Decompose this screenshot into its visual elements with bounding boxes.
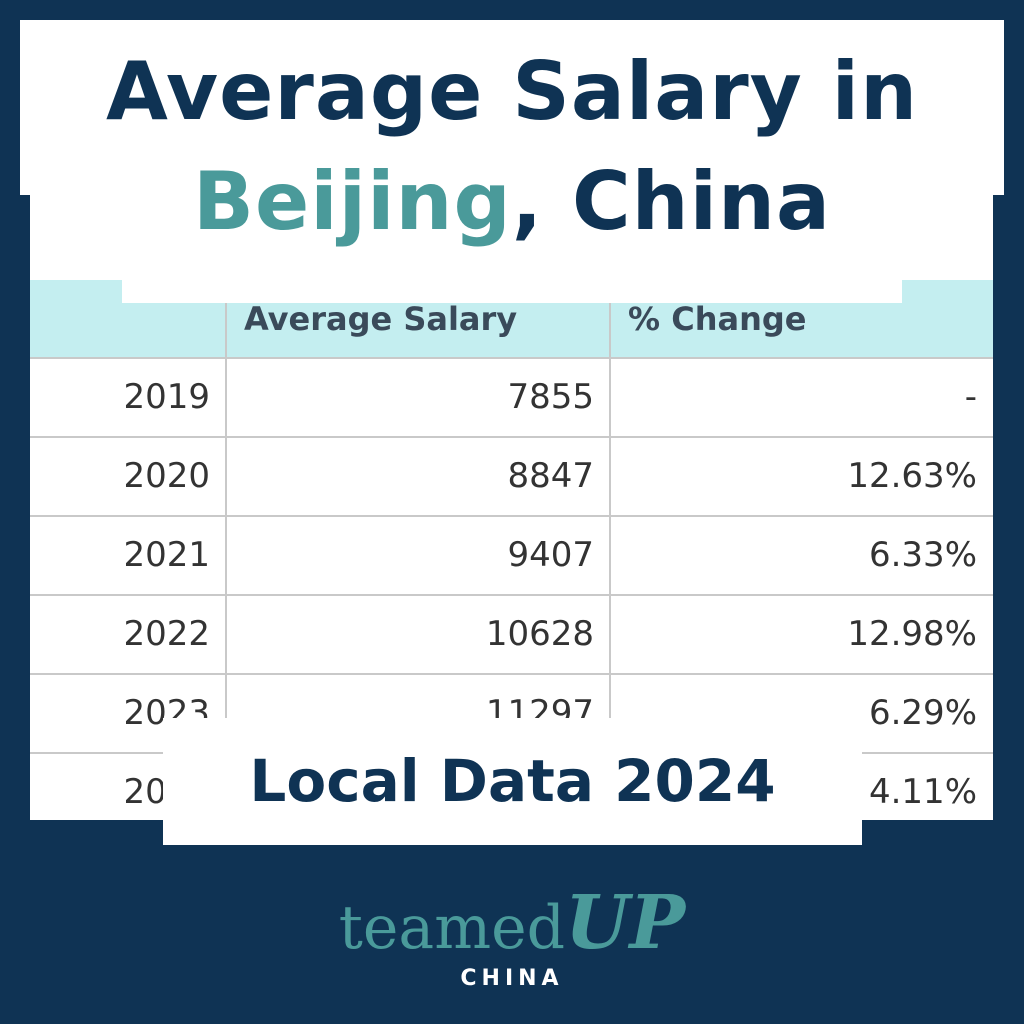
- logo-subtitle: CHINA: [460, 966, 564, 991]
- table-cell: 9407: [507, 535, 594, 575]
- banner: Local Data 2024: [163, 718, 862, 845]
- table-cell: 2020: [123, 456, 210, 496]
- title-highlight: Beijing: [193, 155, 512, 248]
- row-divider: [30, 673, 993, 675]
- logo: teamedUP: [0, 880, 1024, 966]
- logo-text: UP: [565, 880, 686, 966]
- table-cell: 2022: [123, 614, 210, 654]
- table-cell: 12.98%: [847, 614, 977, 654]
- table-cell: 2019: [123, 377, 210, 417]
- title-box: [122, 280, 902, 303]
- table-cell: 4.11%: [868, 772, 977, 812]
- logo-text: teamed: [338, 893, 565, 963]
- title-box: [20, 20, 1004, 195]
- table-cell: 6.33%: [868, 535, 977, 575]
- title-line: Beijing, China: [20, 155, 1004, 248]
- header-cell: % Change: [628, 300, 807, 338]
- table-cell: 7855: [507, 377, 594, 417]
- title-text: Average Salary in: [105, 45, 919, 138]
- table-cell: 8847: [507, 456, 594, 496]
- table-cell: 12.63%: [847, 456, 977, 496]
- row-divider: [30, 357, 993, 359]
- table-cell: -: [964, 377, 977, 417]
- row-divider: [30, 594, 993, 596]
- header-cell: Average Salary: [244, 300, 518, 338]
- column-divider: [609, 280, 611, 820]
- row-divider: [30, 515, 993, 517]
- title-line: Average Salary in: [20, 45, 1004, 138]
- row-divider: [30, 436, 993, 438]
- table-cell: 6.29%: [868, 693, 977, 733]
- column-divider: [225, 280, 227, 820]
- title-text: , China: [511, 155, 831, 248]
- table-cell: 10628: [485, 614, 594, 654]
- title-box: [30, 195, 993, 280]
- table-cell: 2021: [123, 535, 210, 575]
- banner-text: Local Data 2024: [249, 747, 776, 815]
